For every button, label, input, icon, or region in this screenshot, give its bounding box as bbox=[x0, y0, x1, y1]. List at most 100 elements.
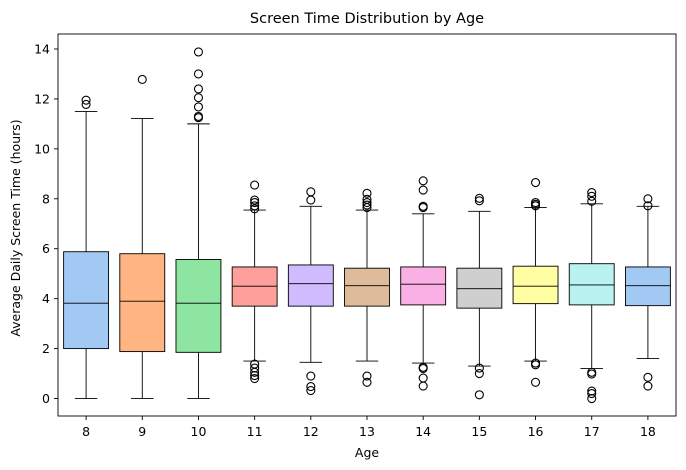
outlier-point bbox=[587, 191, 597, 201]
outlier-point bbox=[474, 369, 484, 379]
box-group-age-17 bbox=[568, 187, 615, 404]
outlier-point bbox=[193, 111, 204, 121]
outlier-point bbox=[306, 371, 316, 381]
outlier-point bbox=[530, 360, 541, 370]
outlier-point bbox=[474, 193, 484, 203]
outlier-point bbox=[587, 187, 597, 198]
outlier-point bbox=[530, 197, 541, 208]
box-group-age-15 bbox=[456, 193, 503, 400]
x-tick-label: 12 bbox=[303, 424, 319, 439]
y-tick-label: 4 bbox=[42, 291, 50, 306]
outlier-point bbox=[306, 381, 316, 392]
plot-area bbox=[63, 47, 671, 404]
outlier-point bbox=[306, 195, 316, 205]
box-group-age-16 bbox=[512, 178, 559, 387]
outlier-point bbox=[587, 393, 597, 404]
box-group-age-9 bbox=[119, 74, 166, 399]
outlier-point bbox=[474, 196, 484, 206]
outlier-point bbox=[643, 194, 653, 204]
outlier-point bbox=[81, 95, 91, 105]
y-tick-label: 8 bbox=[42, 191, 50, 206]
outlier-point bbox=[643, 372, 653, 382]
outlier-point bbox=[193, 93, 204, 103]
outlier-point bbox=[193, 69, 204, 79]
outlier-point bbox=[193, 84, 204, 94]
y-axis-label: Average Daily Screen Time (hours) bbox=[8, 119, 23, 336]
outlier-point bbox=[250, 197, 260, 208]
outlier-point bbox=[193, 102, 204, 112]
outlier-point bbox=[250, 373, 260, 384]
outlier-point bbox=[250, 180, 260, 190]
outlier-point bbox=[530, 178, 541, 188]
outlier-point bbox=[306, 187, 316, 197]
x-tick-label: 14 bbox=[415, 424, 431, 439]
outlier-point bbox=[643, 201, 653, 211]
outlier-point bbox=[643, 381, 653, 391]
outlier-point bbox=[250, 195, 260, 205]
outlier-point bbox=[474, 363, 484, 373]
x-tick-label: 10 bbox=[191, 424, 207, 439]
outlier-point bbox=[530, 377, 541, 387]
y-tick-label: 6 bbox=[42, 241, 50, 256]
chart-title: Screen Time Distribution by Age bbox=[250, 11, 484, 27]
outlier-point bbox=[362, 371, 372, 381]
outlier-point bbox=[362, 200, 372, 210]
outlier-point bbox=[362, 197, 372, 208]
box-group-age-11 bbox=[231, 180, 278, 384]
iqr-box bbox=[456, 267, 503, 309]
iqr-box bbox=[287, 264, 334, 307]
iqr-box bbox=[175, 259, 222, 353]
outlier-point bbox=[137, 74, 147, 84]
iqr-box bbox=[400, 266, 447, 306]
outlier-point bbox=[418, 176, 428, 186]
y-tick-label: 0 bbox=[42, 391, 50, 406]
outlier-point bbox=[193, 47, 204, 57]
box-group-age-12 bbox=[287, 187, 334, 396]
outlier-point bbox=[250, 201, 260, 211]
outlier-point bbox=[250, 371, 260, 381]
iqr-box bbox=[63, 251, 110, 350]
x-axis: 8 9 10 11 12 13 14 15 16 17 18 bbox=[82, 416, 656, 439]
y-tick-label: 14 bbox=[34, 41, 50, 56]
box-group-age-13 bbox=[344, 188, 390, 387]
box-group-age-18 bbox=[624, 194, 671, 391]
outlier-point bbox=[250, 367, 260, 377]
iqr-box bbox=[512, 265, 559, 305]
x-tick-label: 13 bbox=[359, 424, 375, 439]
outlier-point bbox=[362, 377, 372, 387]
iqr-box bbox=[568, 263, 615, 306]
iqr-box bbox=[119, 253, 166, 353]
outlier-point bbox=[587, 196, 597, 206]
outlier-point bbox=[362, 194, 372, 204]
outlier-point bbox=[474, 390, 484, 400]
outlier-point bbox=[418, 201, 428, 211]
outlier-point bbox=[418, 381, 428, 391]
outlier-point bbox=[418, 364, 428, 374]
outlier-point bbox=[587, 369, 597, 379]
outlier-point bbox=[362, 188, 372, 198]
box-group-age-8 bbox=[63, 95, 110, 399]
x-tick-label: 8 bbox=[82, 424, 90, 439]
x-tick-label: 18 bbox=[640, 424, 656, 439]
x-tick-label: 15 bbox=[471, 424, 487, 439]
y-tick-label: 2 bbox=[42, 341, 50, 356]
outlier-point bbox=[418, 185, 428, 195]
y-tick-label: 12 bbox=[34, 91, 50, 106]
outlier-point bbox=[306, 385, 316, 396]
x-tick-label: 11 bbox=[247, 424, 263, 439]
iqr-box bbox=[624, 266, 671, 307]
x-tick-label: 9 bbox=[138, 424, 146, 439]
outlier-point bbox=[418, 373, 428, 383]
iqr-box bbox=[344, 267, 390, 307]
x-axis-label: Age bbox=[355, 445, 379, 460]
box-group-age-14 bbox=[400, 176, 447, 391]
y-axis: 0 2 4 6 8 10 12 14 bbox=[34, 41, 58, 406]
box-group-age-10 bbox=[175, 47, 222, 399]
outlier-point bbox=[250, 204, 260, 214]
outlier-point bbox=[587, 388, 597, 399]
x-tick-label: 17 bbox=[584, 424, 600, 439]
x-tick-label: 16 bbox=[528, 424, 544, 439]
y-tick-label: 10 bbox=[34, 141, 50, 156]
outlier-point bbox=[81, 99, 91, 109]
